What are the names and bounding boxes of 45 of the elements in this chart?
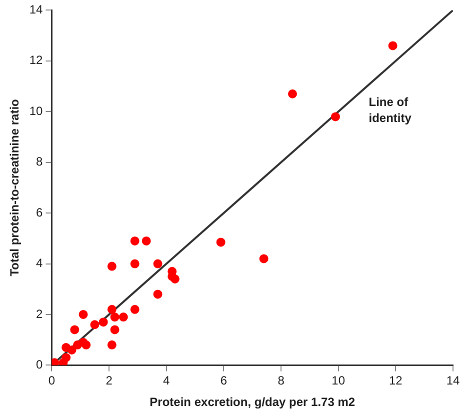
x-axis-title: Protein excretion, g/day per 1.73 m2 bbox=[150, 395, 356, 410]
point bbox=[142, 236, 151, 246]
point bbox=[130, 236, 140, 246]
point bbox=[70, 325, 80, 334]
annotation: Line of identity bbox=[368, 95, 412, 126]
x-tick-label: 8 bbox=[278, 374, 285, 388]
x-tick-label: 0 bbox=[48, 374, 56, 388]
point bbox=[153, 290, 162, 299]
point bbox=[110, 325, 120, 334]
point bbox=[170, 274, 180, 284]
x-tick-label: 14 bbox=[446, 374, 460, 388]
point bbox=[118, 312, 128, 322]
point bbox=[107, 304, 116, 314]
point bbox=[388, 41, 398, 50]
point bbox=[130, 259, 140, 268]
point bbox=[110, 312, 120, 322]
point bbox=[62, 342, 71, 352]
y-tick-label: 2 bbox=[36, 306, 44, 321]
point bbox=[107, 340, 116, 350]
point bbox=[259, 254, 268, 264]
point bbox=[90, 320, 100, 330]
y-tick-label: 10 bbox=[29, 104, 44, 118]
x-tick-label: 12 bbox=[389, 374, 403, 388]
point bbox=[98, 318, 108, 327]
point bbox=[73, 340, 82, 350]
y-tick-label: 14 bbox=[29, 2, 44, 17]
y-axis-title: Total protein-to-creatinine ratio bbox=[8, 99, 22, 276]
point bbox=[62, 353, 71, 362]
x-tick-label: 6 bbox=[220, 374, 228, 388]
point bbox=[130, 304, 140, 314]
point bbox=[107, 262, 116, 271]
y-tick-label: 8 bbox=[36, 154, 44, 169]
x-tick-label: 4 bbox=[163, 374, 170, 388]
point bbox=[330, 112, 340, 122]
point bbox=[288, 89, 297, 98]
point bbox=[78, 310, 88, 319]
x-tick-label: 10 bbox=[332, 374, 346, 388]
point bbox=[153, 259, 162, 268]
x-tick-label: 2 bbox=[106, 374, 113, 388]
y-tick-label: 4 bbox=[36, 256, 44, 270]
y-tick-label: 12 bbox=[29, 53, 44, 68]
y-tick-label: 0 bbox=[36, 358, 44, 372]
point bbox=[52, 358, 60, 366]
y-tick-label: 6 bbox=[36, 205, 44, 220]
point bbox=[216, 238, 226, 247]
